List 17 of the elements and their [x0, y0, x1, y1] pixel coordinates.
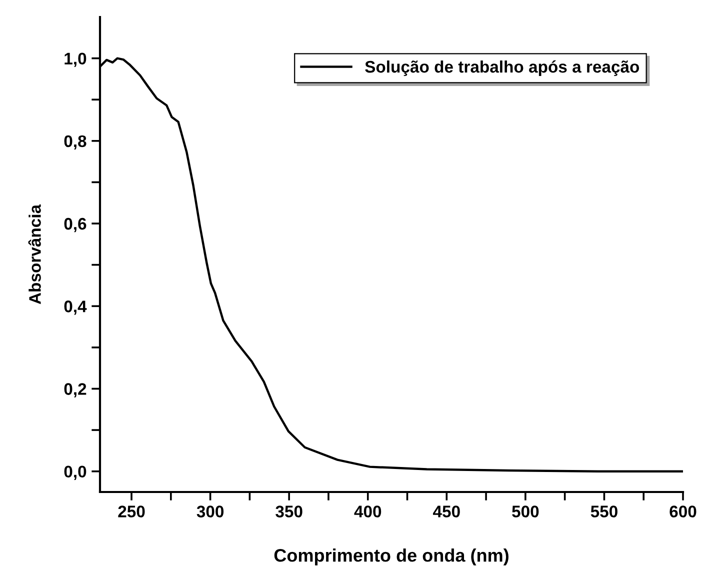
x-tick-label: 550	[590, 506, 618, 518]
y-tick-label: 0,2	[64, 383, 86, 398]
x-tick-label: 450	[433, 506, 460, 518]
legend-label: Solução de trabalho após a reação	[365, 60, 640, 76]
x-tick-label: 500	[512, 506, 539, 518]
x-tick-label: 300	[196, 506, 224, 518]
y-tick-label: 0,0	[64, 466, 86, 480]
x-tick-label: 400	[354, 506, 382, 518]
y-axis-title: Absorvância	[28, 204, 41, 304]
y-tick-label: 0,8	[64, 135, 86, 150]
x-tick-label: 250	[118, 506, 145, 518]
y-tick-label: 0,6	[64, 218, 86, 232]
y-tick-label: 1,0	[64, 52, 86, 67]
x-tick-label: 350	[276, 506, 302, 518]
x-tick-label: 600	[670, 506, 696, 518]
y-tick-label: 0,4	[64, 300, 87, 315]
x-axis-title: Comprimento de onda (nm)	[274, 548, 508, 566]
